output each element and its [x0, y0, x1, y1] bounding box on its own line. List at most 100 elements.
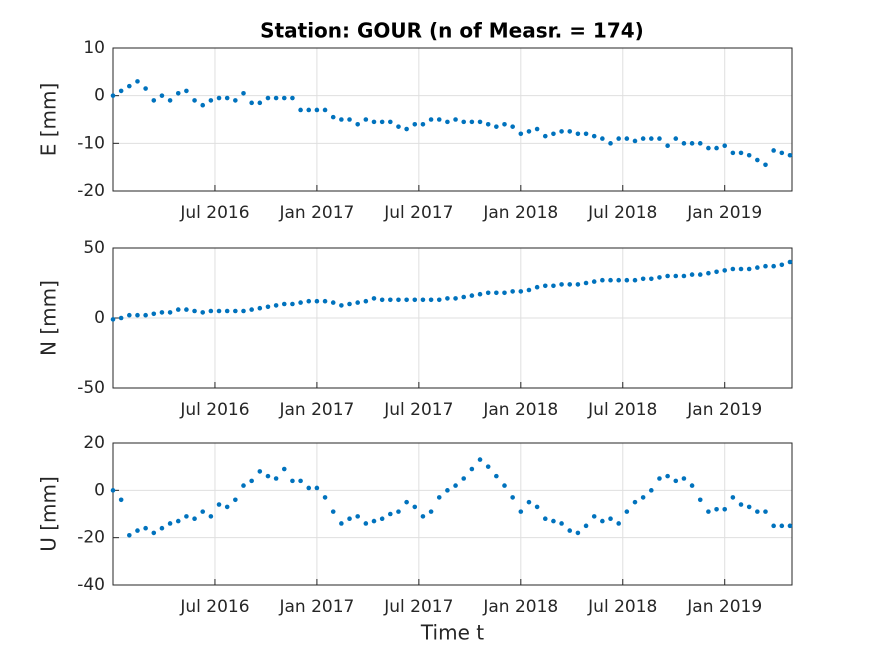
data-point: [763, 263, 768, 269]
data-point: [363, 521, 369, 526]
data-point: [567, 282, 573, 287]
data-point: [143, 86, 148, 91]
data-point: [135, 528, 140, 533]
data-point: [314, 298, 320, 304]
data-point: [591, 514, 597, 519]
data-point: [591, 279, 597, 284]
data-point: [200, 509, 206, 514]
x-tick-label: Jan 2018: [482, 597, 558, 617]
data-point: [502, 483, 507, 488]
data-point: [469, 293, 475, 298]
y-tick-label: 50: [83, 238, 105, 258]
data-point: [330, 114, 336, 120]
data-point: [649, 276, 654, 282]
plot-area: [113, 48, 792, 191]
y-tick-label: 0: [94, 86, 105, 106]
data-point: [127, 533, 132, 538]
data-point: [436, 297, 442, 303]
data-point: [428, 509, 434, 514]
axes-frame: [112, 442, 793, 586]
data-point: [135, 79, 140, 84]
data-point: [404, 297, 409, 303]
data-point: [583, 131, 589, 137]
data-point: [657, 476, 662, 481]
data-point: [412, 504, 418, 510]
data-point: [510, 495, 515, 500]
data-point: [216, 308, 222, 314]
data-point: [388, 297, 393, 303]
data-point: [583, 280, 589, 286]
data-point: [224, 504, 230, 510]
data-point: [575, 131, 581, 137]
data-point: [167, 521, 173, 526]
data-point: [233, 497, 238, 503]
data-point: [290, 478, 295, 484]
data-point: [746, 266, 752, 272]
x-tick-label: Jul 2016: [179, 597, 249, 617]
data-point: [567, 528, 573, 533]
data-point: [314, 107, 320, 113]
data-point: [420, 121, 426, 127]
data-point: [755, 509, 760, 514]
data-point: [730, 150, 736, 156]
data-point: [730, 495, 736, 500]
data-point: [697, 272, 703, 277]
data-point: [779, 262, 785, 268]
y-tick-label: -40: [77, 575, 105, 595]
data-point: [534, 284, 540, 290]
data-point: [722, 143, 728, 149]
data-point: [771, 148, 776, 153]
data-point: [273, 95, 279, 101]
data-point: [192, 98, 197, 103]
data-point: [526, 129, 532, 134]
data-point: [355, 514, 360, 519]
data-point: [542, 133, 548, 139]
data-point: [151, 530, 157, 536]
data-point: [322, 298, 328, 304]
data-point: [159, 310, 165, 315]
y-tick-label: -20: [77, 181, 105, 201]
chart-title: Station: GOUR (n of Measr. = 174): [260, 19, 644, 43]
data-point: [640, 136, 646, 141]
data-point: [502, 121, 507, 127]
x-axis-label: Time t: [420, 621, 484, 645]
data-point: [632, 138, 638, 144]
data-point: [469, 119, 475, 125]
data-point: [241, 483, 246, 488]
data-point: [420, 514, 426, 519]
data-point: [118, 497, 124, 503]
data-point: [445, 296, 450, 301]
data-point: [730, 266, 736, 272]
data-point: [485, 121, 491, 127]
data-point: [738, 502, 744, 507]
y-tick-label: 0: [94, 308, 105, 328]
data-point: [135, 312, 140, 318]
data-point: [216, 502, 222, 507]
data-point: [208, 98, 214, 103]
data-point: [371, 119, 377, 125]
data-point: [412, 297, 418, 303]
x-tick-label: Jul 2016: [179, 400, 249, 420]
data-point: [681, 476, 687, 481]
data-point: [388, 511, 393, 517]
data-point: [755, 157, 760, 163]
data-point: [649, 136, 654, 141]
data-point: [575, 282, 581, 287]
data-point: [436, 117, 442, 122]
data-point: [559, 282, 564, 287]
data-point: [436, 495, 442, 500]
data-point: [249, 307, 254, 312]
y-tick-label: -10: [77, 133, 105, 153]
data-point: [388, 119, 393, 125]
data-point: [485, 290, 491, 296]
data-point: [640, 276, 646, 282]
data-point: [167, 98, 173, 103]
data-point: [673, 478, 679, 484]
y-axis-label: E [mm]: [37, 83, 61, 157]
data-point: [322, 495, 328, 500]
data-point: [624, 136, 630, 141]
data-point: [624, 509, 630, 514]
data-point: [787, 523, 793, 529]
data-point: [273, 303, 279, 308]
data-point: [477, 119, 483, 125]
